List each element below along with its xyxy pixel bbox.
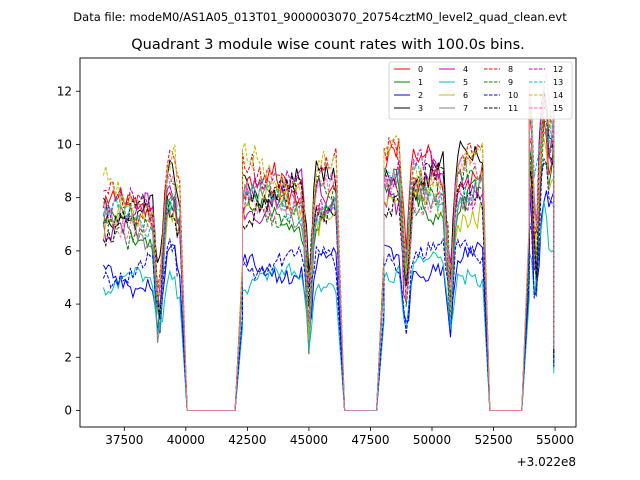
axes-frame xyxy=(79,57,577,428)
series-line-9 xyxy=(103,119,555,411)
x-tick-label: 45000 xyxy=(290,433,328,447)
series-line-2 xyxy=(102,184,555,411)
series-line-14 xyxy=(102,85,555,411)
legend-label: 0 xyxy=(418,65,423,74)
legend-frame xyxy=(388,61,573,120)
legend-label: 9 xyxy=(508,78,513,87)
y-tick-label: 4 xyxy=(64,297,72,311)
y-tick-label: 0 xyxy=(64,404,72,418)
legend-label: 14 xyxy=(553,91,563,100)
x-axis: 37500 40000 42500 45000 47500 50000 52500 55000 xyxy=(105,427,574,447)
y-tick-label: 10 xyxy=(57,137,72,151)
figure-suptitle: Data file: modeM0/AS1A05_013T01_90000030… xyxy=(73,10,567,24)
x-tick-label: 52500 xyxy=(474,433,512,447)
legend-label: 12 xyxy=(553,65,563,74)
chart-title: Quadrant 3 module wise count rates with … xyxy=(131,37,525,53)
legend-label: 5 xyxy=(463,78,468,87)
series-line-13 xyxy=(102,83,555,411)
legend-label: 11 xyxy=(508,104,518,113)
x-tick-label: 40000 xyxy=(167,433,205,447)
legend-label: 6 xyxy=(463,91,468,100)
series-line-15 xyxy=(102,73,555,411)
legend-label: 7 xyxy=(463,104,468,113)
legend-label: 8 xyxy=(508,65,513,74)
series-line-11 xyxy=(102,91,555,411)
x-tick-label: 42500 xyxy=(228,433,266,447)
y-axis: 0 2 4 6 8 10 12 xyxy=(57,84,80,418)
y-tick-label: 12 xyxy=(57,84,72,98)
series-line-3 xyxy=(102,93,555,411)
legend-label: 13 xyxy=(553,78,563,87)
x-tick-label: 55000 xyxy=(536,433,574,447)
legend-label: 2 xyxy=(418,91,423,100)
legend-label: 4 xyxy=(463,65,468,74)
legend-label: 1 xyxy=(418,78,423,87)
series-layer xyxy=(102,73,555,411)
x-tick-label: 50000 xyxy=(413,433,451,447)
legend-label: 15 xyxy=(553,104,563,113)
x-offset-label: +3.022e8 xyxy=(517,455,576,469)
x-tick-label: 37500 xyxy=(105,433,143,447)
legend-label: 10 xyxy=(508,91,518,100)
x-tick-label: 47500 xyxy=(351,433,389,447)
y-tick-label: 2 xyxy=(64,350,72,364)
legend-label: 3 xyxy=(418,104,423,113)
y-tick-label: 8 xyxy=(64,191,72,205)
series-line-7 xyxy=(102,112,555,411)
y-tick-label: 6 xyxy=(64,244,72,258)
plot-area xyxy=(79,57,577,428)
